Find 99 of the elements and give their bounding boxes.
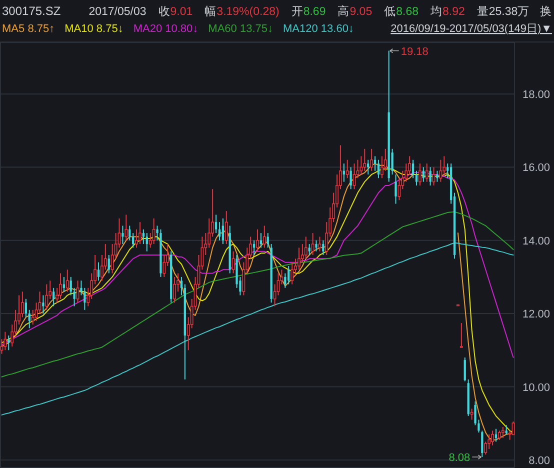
y-tick-label: 8.00 [528, 454, 550, 467]
candlestick [8, 335, 10, 351]
candlestick [66, 269, 69, 292]
candlestick [322, 240, 324, 256]
candlestick [42, 294, 44, 314]
candlestick [412, 159, 414, 179]
candlestick [132, 232, 134, 248]
candlestick [346, 159, 349, 179]
candlestick [342, 163, 345, 182]
y-tick-label: 12.00 [522, 308, 550, 321]
text: MA10 [64, 23, 96, 35]
candlestick [439, 159, 442, 182]
text: 开8.69 [291, 5, 326, 18]
chart-title: 300175.SZ [2, 4, 61, 18]
candlestick [374, 156, 376, 172]
candlestick [142, 228, 145, 245]
candlestick [214, 214, 218, 234]
candlestick [266, 232, 269, 248]
candlestick [256, 228, 259, 252]
text: 13.60↓ [320, 23, 354, 35]
candlestick [62, 276, 66, 292]
note: 19.18 [389, 46, 428, 58]
candlestick [315, 240, 318, 252]
candlestick [470, 408, 474, 420]
candlestick [108, 254, 110, 274]
candlestick [298, 247, 300, 270]
candlestick [425, 163, 428, 182]
candlestick [260, 232, 262, 248]
candlestick [262, 225, 266, 248]
text: 幅3.19%(0.28) [204, 5, 280, 18]
text: 2016/09/19-2017/05/03(149日)▼ [390, 23, 552, 35]
text: MA5 [2, 23, 28, 35]
candlestick [498, 430, 501, 440]
candlestick [97, 262, 100, 282]
candlestick [222, 218, 224, 245]
candlestick [224, 210, 228, 245]
y-tick-label: 16.00 [522, 162, 550, 174]
text: 换 [540, 5, 552, 18]
candlestick [122, 225, 124, 245]
candlestick [505, 424, 508, 435]
text: 10.80↓ [165, 23, 198, 35]
candlestick [367, 159, 370, 175]
text: 低8.68 [384, 5, 418, 18]
candlestick [232, 250, 235, 274]
candlestick [138, 222, 142, 245]
text: MA120 [282, 23, 321, 35]
annotation: 8.08 [448, 452, 470, 464]
candlestick [318, 236, 322, 252]
candlestick [4, 331, 7, 351]
candlestick [52, 287, 55, 307]
candlestick [370, 148, 374, 172]
candlestick [146, 232, 148, 252]
text: MA60 [208, 23, 240, 35]
candlestick [308, 244, 310, 256]
y-tick-label: 10.00 [522, 382, 550, 394]
candlestick [311, 232, 314, 256]
text: 收9.01 [158, 5, 193, 18]
candlestick [436, 170, 438, 182]
candlestick [464, 356, 466, 382]
text: 均8.92 [430, 5, 465, 18]
candlestick [180, 276, 183, 296]
y-tick-label: 14.00 [522, 235, 550, 248]
text: 13.75↓ [240, 23, 273, 35]
candlestick [352, 163, 356, 190]
candlestick [415, 170, 418, 186]
candlestick [290, 262, 294, 285]
candlestick [152, 218, 156, 245]
candlestick [45, 284, 48, 310]
candlestick [284, 272, 286, 288]
candlestick [418, 163, 422, 186]
y-tick-label: 18.00 [522, 88, 550, 101]
candlestick [481, 430, 484, 458]
candlestick [491, 430, 494, 446]
candlestick [70, 276, 72, 296]
candlestick [429, 166, 432, 186]
note: 8.08 [448, 452, 482, 464]
candlestick [460, 322, 463, 348]
candlestick [501, 426, 504, 438]
candlestick [363, 148, 366, 172]
text: 8.75↑ [28, 23, 55, 35]
candlestick [288, 265, 290, 285]
candlestick [59, 272, 62, 300]
text: 2017/05/03 [88, 6, 146, 18]
candlestick [252, 240, 256, 256]
candlestick [394, 174, 397, 204]
text: MA20 [133, 23, 166, 35]
candlestick [124, 214, 128, 241]
candlestick [173, 276, 176, 304]
text: 8.75↓ [96, 23, 124, 35]
candlestick [494, 428, 498, 442]
candlestick [377, 159, 380, 179]
candlestick [28, 309, 30, 329]
candlestick [24, 298, 27, 318]
candlestick [350, 166, 352, 190]
candlestick [84, 287, 86, 310]
candlestick [304, 236, 308, 260]
text: 高9.05 [338, 4, 372, 18]
annotation: 19.18 [400, 46, 428, 58]
text: 量25.38万 [476, 5, 530, 18]
